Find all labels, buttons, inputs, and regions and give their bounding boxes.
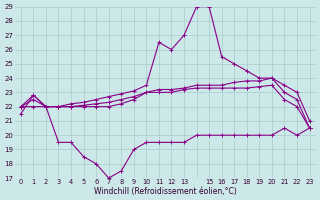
X-axis label: Windchill (Refroidissement éolien,°C): Windchill (Refroidissement éolien,°C) [94, 187, 236, 196]
